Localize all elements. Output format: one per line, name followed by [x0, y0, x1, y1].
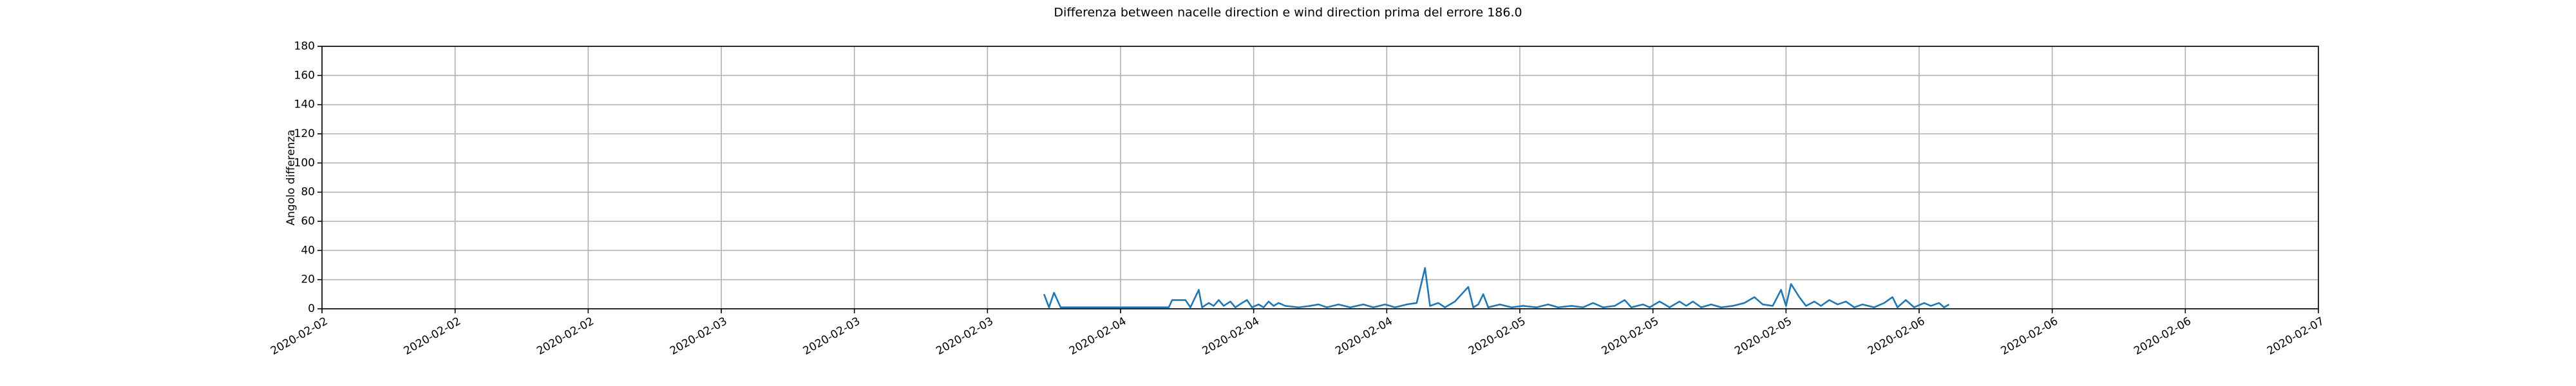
y-tick-label: 160: [294, 69, 315, 82]
x-tick-label: 2020-02-05: [1600, 315, 1662, 358]
x-tick-label: 2020-02-05: [1732, 315, 1794, 358]
x-tick-label: 2020-02-06: [1866, 315, 1927, 358]
data-line: [1043, 267, 1950, 309]
x-tick-label: 2020-02-07: [2265, 315, 2327, 358]
chart-title: Differenza between nacelle direction e w…: [1054, 6, 1522, 20]
x-tick-label: 2020-02-06: [2132, 315, 2193, 358]
y-tick-label: 100: [294, 156, 315, 169]
x-tick-label: 2020-02-04: [1333, 315, 1395, 358]
y-tick-label: 0: [308, 302, 315, 315]
y-axis-label: Angolo differenza: [285, 130, 298, 226]
x-tick-label: 2020-02-04: [1067, 315, 1129, 358]
y-tick-label: 180: [294, 40, 315, 53]
x-tick-label: 2020-02-03: [801, 315, 863, 358]
x-tick-label: 2020-02-05: [1466, 315, 1528, 358]
x-tick-label: 2020-02-04: [1200, 315, 1262, 358]
x-tick-label: 2020-02-03: [934, 315, 996, 358]
y-tick-label: 20: [301, 273, 315, 286]
x-tick-label: 2020-02-02: [269, 315, 330, 358]
plot-frame: [321, 46, 2319, 309]
y-tick-label: 40: [301, 244, 315, 257]
x-tick-label: 2020-02-03: [668, 315, 730, 358]
y-tick-label: 60: [301, 215, 315, 228]
x-tick-label: 2020-02-02: [535, 315, 596, 358]
x-tick-label: 2020-02-02: [402, 315, 464, 358]
y-tick-label: 140: [294, 98, 315, 111]
y-tick-label: 80: [301, 186, 315, 199]
y-tick-label: 120: [294, 127, 315, 140]
x-tick-label: 2020-02-06: [1999, 315, 2061, 358]
